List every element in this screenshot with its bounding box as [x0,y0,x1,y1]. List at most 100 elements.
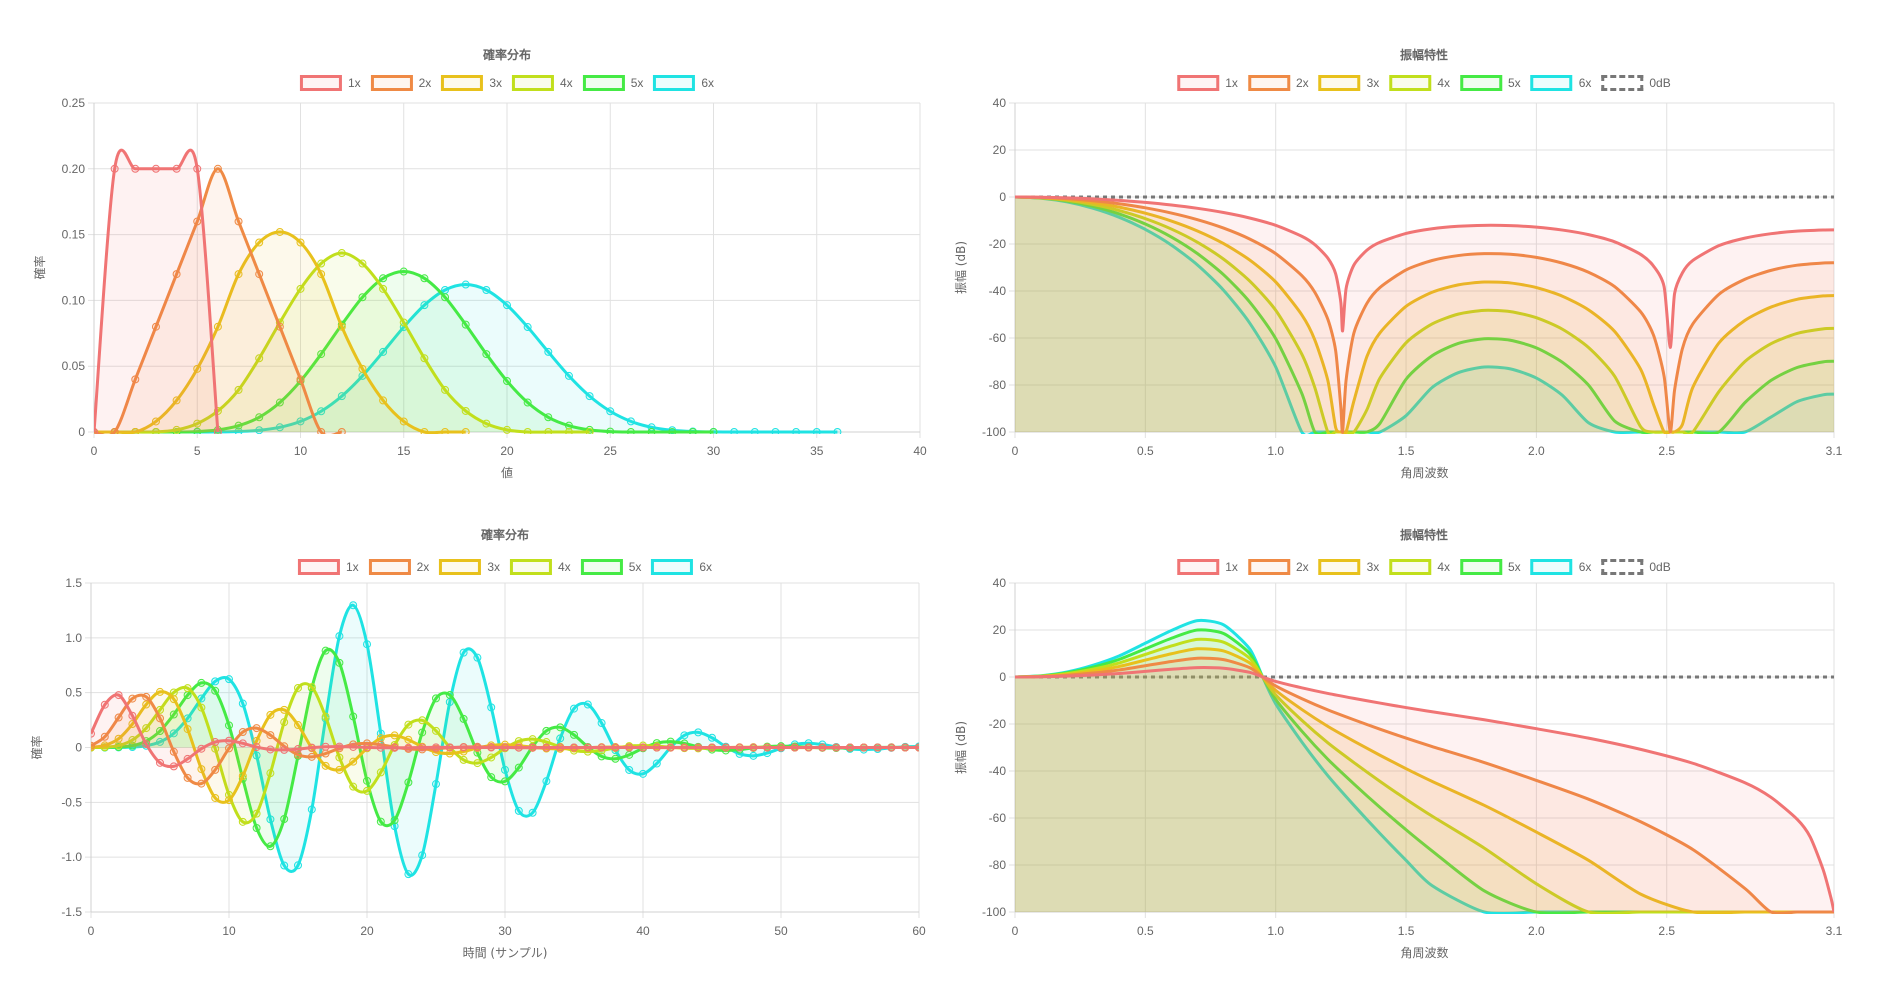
series-1x-point [321,742,330,751]
y-tick-label: -0.5 [61,795,82,809]
series-2x-point [296,375,305,384]
series-2x-point [238,728,247,737]
series-1x-point [680,743,689,752]
series-6x-point [275,423,284,432]
series-1x-point [721,743,730,752]
series-2x-point [252,724,261,733]
legend-item-2x[interactable]: 2x [370,75,431,91]
legend-item-5x[interactable]: 5x [1460,559,1521,575]
x-tick-label: 0 [1012,444,1019,458]
legend-item-1x[interactable]: 1x [297,559,359,575]
series-2x-fill [94,168,342,434]
legend-item-3x[interactable]: 3x [1318,559,1379,575]
series-6x-point [335,632,344,641]
series-1x-point [363,743,371,752]
legend-item-5x[interactable]: 5x [580,559,641,575]
series-5x-point [542,726,551,735]
series-4x-point [255,354,264,363]
series-3x-point [280,705,289,714]
series-2x-point [91,741,95,750]
legend-label: 2x [1295,560,1309,574]
series-6x-fill [1015,197,1834,434]
legend-item-5x[interactable]: 5x [582,75,644,91]
series-3x-point [399,417,408,426]
y-tick-label: 0 [999,190,1006,204]
series-3x-point [100,741,109,750]
legend-swatch [1177,559,1220,575]
legend-item-2x[interactable]: 2x [368,559,429,575]
series-5x-point [606,427,615,434]
series-1x-point [901,743,910,752]
legend-item-4x[interactable]: 4x [1389,559,1450,575]
series-1x-point [694,743,703,752]
series-5x-point [404,778,413,787]
legend-item-0dB[interactable]: 0dB [1601,559,1671,575]
legend-swatch [439,559,482,575]
legend-item-0dB[interactable]: 0dB [1601,75,1671,91]
legend-item-1x[interactable]: 1x [1177,559,1238,575]
y-tick-label: 1.5 [65,576,82,590]
series-3x-point [445,749,454,758]
series-3x-point [420,428,429,434]
legend-item-6x[interactable]: 6x [1530,559,1591,575]
series-1x-point [666,743,675,752]
series-5x-point [432,694,440,703]
legend-item-2x[interactable]: 2x [1247,559,1309,575]
y-tick-label: -20 [989,237,1007,251]
series-6x-point [564,371,573,380]
legend-item-4x[interactable]: 4x [1389,75,1450,91]
series-6x-point [514,806,523,815]
legend-item-4x[interactable]: 4x [510,559,571,575]
legend-label: 5x [630,76,644,90]
legend-item-1x[interactable]: 1x [1177,75,1238,91]
legend-item-3x[interactable]: 3x [439,559,500,575]
plot-svg: -100 -80 -60 -40 -20 0 20 40 0 0.5 1.0 1.5 2.0 2.5 3.1… [953,96,1843,480]
y-tick-label: -60 [989,331,1007,345]
series-5x-point [193,427,202,434]
legend-item-5x[interactable]: 5x [1460,75,1521,91]
series-1x-point [708,743,716,752]
x-tick-label: 1.0 [1267,444,1284,458]
legend-item-4x[interactable]: 4x [512,75,573,91]
series-1x-point [790,743,799,752]
legend-label: 0dB [1649,76,1671,90]
series-3x-point [317,270,326,279]
series-5x-point [266,842,275,851]
legend-item-6x[interactable]: 6x [653,75,714,91]
plot-svg: 0 0.05 0.10 0.15 0.20 0.25 0 5 10 15 20 25 30 35 40 値 確率 [32,96,927,480]
legend-item-2x[interactable]: 2x [1247,75,1309,91]
series-1x-fill [1015,197,1834,432]
series-3x-point [390,731,399,740]
series-6x-point [363,640,371,649]
legend-item-6x[interactable]: 6x [1530,75,1591,91]
series-3x-point [131,428,140,434]
series-3x-point [404,735,413,744]
y-tick-label: -1.5 [61,905,82,919]
series-1x-point [169,762,178,771]
legend-item-3x[interactable]: 3x [1318,75,1380,91]
series-5x-point [252,823,261,832]
series-5x-point [335,658,344,667]
series-5x-point [626,428,635,434]
series-5x-point [688,428,697,434]
legend-label: 3x [1366,76,1380,90]
legend-item-3x[interactable]: 3x [441,75,502,91]
y-tick-label: -40 [989,284,1007,298]
series-3x-point [151,417,160,426]
legend-swatch [299,75,342,91]
series-6x-point [234,427,243,434]
legend-item-1x[interactable]: 1x [299,75,361,91]
series-1x-point [376,743,385,752]
series-3x-point [156,687,164,696]
legend-item-6x[interactable]: 6x [651,559,712,575]
series-6x-point [792,428,801,434]
x-tick-label: 60 [912,924,926,938]
series-1x-fill [94,150,218,432]
series-2x-point [156,714,164,723]
series-2x-line [1015,195,1834,434]
series-1x-fill [1015,667,1834,912]
series-4x-point [128,736,137,745]
series-5x-point [445,690,454,699]
chart-probability-distribution: 確率分布 1x 2x 3x 4x 5x 6x 0 0.05 0.10 0.15 0.20 0.25 0… [0,0,940,500]
legend-label: 3x [487,560,500,574]
